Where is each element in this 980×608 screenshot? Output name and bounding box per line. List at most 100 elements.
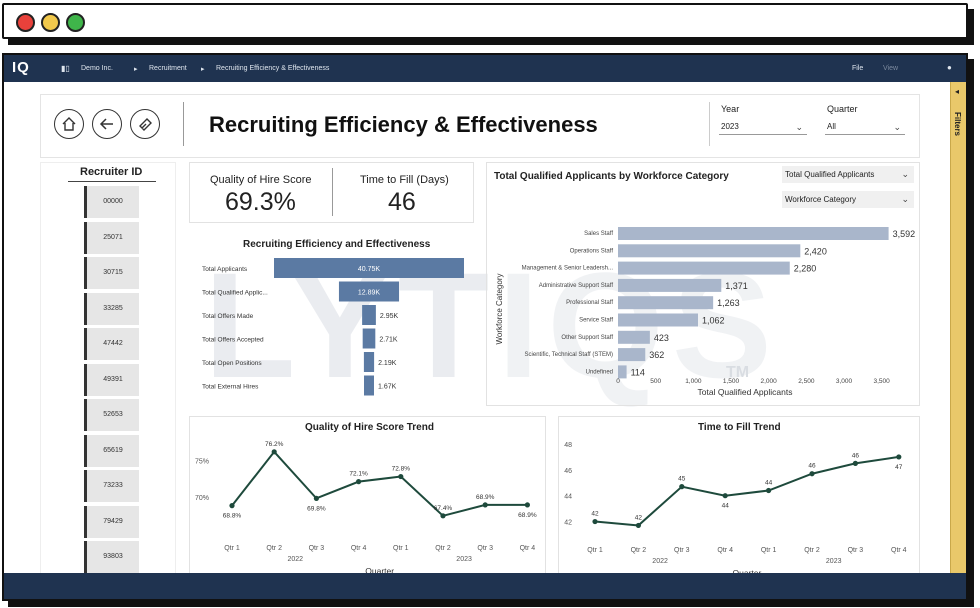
home-button[interactable] <box>54 109 84 139</box>
x-tick-label: Qtr 3 <box>309 545 325 552</box>
trend-data-label: 42 <box>591 511 599 518</box>
funnel-bar <box>362 305 376 325</box>
category-bar <box>618 261 790 275</box>
report-canvas: LYTIQS TM Recruiting Efficiency & Effect… <box>4 82 952 576</box>
trend-point <box>809 471 815 477</box>
recruiter-item[interactable]: 73233 <box>84 470 139 502</box>
watermark-tm: TM <box>726 364 749 381</box>
recruiter-item[interactable]: 65619 <box>84 434 139 467</box>
funnel-category-label: Total External Hires <box>202 384 259 391</box>
category-value-label: 3,592 <box>893 229 916 239</box>
back-button[interactable] <box>92 109 122 139</box>
trend-data-label: 47 <box>895 464 903 471</box>
dimension-select-value: Workforce Category <box>785 195 856 204</box>
category-bar <box>618 227 889 240</box>
minimize-window-dot[interactable] <box>41 13 60 32</box>
x-tick-label: 1,500 <box>723 378 740 385</box>
trend-point <box>524 502 530 508</box>
recruiter-title-underline <box>68 181 156 182</box>
funnel-value-label: 40.75K <box>358 266 381 273</box>
bottom-bar <box>4 573 966 599</box>
y-tick-label: 70% <box>195 495 209 502</box>
recruiter-item[interactable]: 33285 <box>84 292 139 325</box>
funnel-bar <box>364 375 374 396</box>
trend-data-label: 69.8% <box>307 505 326 512</box>
clear-filters-button[interactable] <box>130 109 160 139</box>
category-label: Professional Staff <box>566 300 613 306</box>
recruiter-item[interactable]: 93803 <box>84 541 139 573</box>
breadcrumb-page[interactable]: Recruiting Efficiency & Effectiveness <box>216 65 330 72</box>
recruiter-item[interactable]: 47442 <box>84 328 139 360</box>
top-navbar: IQ ▮▯ Demo Inc. ▸ Recruitment ▸ Recruiti… <box>4 55 966 82</box>
category-label: Service Staff <box>579 318 613 324</box>
trend-data-label: 72.1% <box>349 471 368 478</box>
filters-pane[interactable]: ◂ Filters <box>950 82 966 575</box>
user-icon[interactable]: ● <box>947 63 952 72</box>
x-tick-label: 3,500 <box>874 378 891 385</box>
trend-point <box>271 449 277 455</box>
quality-kpi-label: Quality of Hire Score <box>210 174 312 186</box>
maximize-window-dot[interactable] <box>66 13 85 32</box>
x-axis-title: Quarter <box>732 568 761 575</box>
trend-data-label: 72.8% <box>392 466 411 473</box>
dimension-select[interactable]: Workforce Category ⌄ <box>782 191 914 208</box>
file-menu[interactable]: File <box>852 65 864 72</box>
quality-trend-chart: 75% 70% 68.8% Qtr 1 76.2% Qtr 2 69.8% Qtr 3 72.1… <box>195 441 537 575</box>
recruiter-item[interactable]: 30715 <box>84 257 139 289</box>
y-tick-label: 48 <box>564 442 572 449</box>
trend-line <box>231 450 528 517</box>
quarter-dropdown[interactable]: All ⌄ <box>825 119 905 135</box>
close-window-dot[interactable] <box>16 13 35 32</box>
funnel-value-label: 12.89K <box>358 290 381 297</box>
breadcrumb-org[interactable]: Demo Inc. <box>81 65 113 72</box>
x-axis-title: Quarter <box>365 566 394 575</box>
recruiter-item[interactable]: 49391 <box>84 363 139 396</box>
recruiter-item[interactable]: 25071 <box>84 221 139 254</box>
quality-trend-title: Quality of Hire Score Trend <box>305 422 434 433</box>
x-tick-label: Qtr 1 <box>761 547 777 554</box>
trend-line <box>594 455 899 527</box>
y-tick-label: 42 <box>564 520 572 527</box>
recruiter-item[interactable]: 00000 <box>84 186 139 218</box>
trend-data-label: 44 <box>722 503 730 510</box>
window-titlebar <box>2 3 968 39</box>
year-label: Year <box>721 104 740 114</box>
category-value-label: 1,062 <box>702 316 725 326</box>
measure-select[interactable]: Total Qualified Applicants ⌄ <box>782 166 914 183</box>
chevron-down-icon: ⌄ <box>795 122 803 132</box>
year-dropdown[interactable]: 2023 ⌄ <box>719 119 807 135</box>
trend-data-label: 67.4% <box>434 505 453 512</box>
app-window: IQ ▮▯ Demo Inc. ▸ Recruitment ▸ Recruiti… <box>2 53 968 601</box>
breadcrumb-section[interactable]: Recruitment <box>149 65 187 72</box>
x-tick-label: Qtr 4 <box>891 547 907 554</box>
category-bar <box>618 296 714 310</box>
x-year-label: 2023 <box>456 556 472 563</box>
funnel-category-label: Total Offers Accepted <box>202 337 264 344</box>
ttf-trend-title: Time to Fill Trend <box>698 422 781 433</box>
quality-trend-panel <box>189 416 546 576</box>
applicants-title: Total Qualified Applicants by Workforce … <box>494 171 729 182</box>
x-tick-label: Qtr 4 <box>717 547 733 554</box>
trend-data-label: 46 <box>808 463 816 470</box>
x-tick-label: 500 <box>650 378 661 385</box>
view-menu[interactable]: View <box>883 65 899 72</box>
category-bar <box>618 244 801 258</box>
recruiter-item[interactable]: 79429 <box>84 505 139 538</box>
trend-data-label: 68.8% <box>223 513 242 520</box>
trend-point <box>313 495 319 501</box>
trend-point <box>635 522 641 529</box>
funnel-category-label: Total Applicants <box>202 266 248 273</box>
category-bar <box>618 313 699 327</box>
category-value-label: 2,280 <box>794 264 817 274</box>
recruiter-item[interactable]: 52653 <box>84 399 139 431</box>
category-label: Management & Senior Leadersh... <box>522 266 614 272</box>
x-tick-label: Qtr 1 <box>393 545 409 552</box>
filters-pane-label: Filters <box>953 112 962 137</box>
x-tick-label: Qtr 1 <box>587 547 603 554</box>
y-tick-label: 46 <box>564 468 572 475</box>
category-label: Undefined <box>586 369 613 375</box>
category-bar <box>618 330 650 344</box>
filters-divider <box>709 102 710 146</box>
x-year-label: 2022 <box>288 556 304 563</box>
trend-point <box>440 513 446 519</box>
